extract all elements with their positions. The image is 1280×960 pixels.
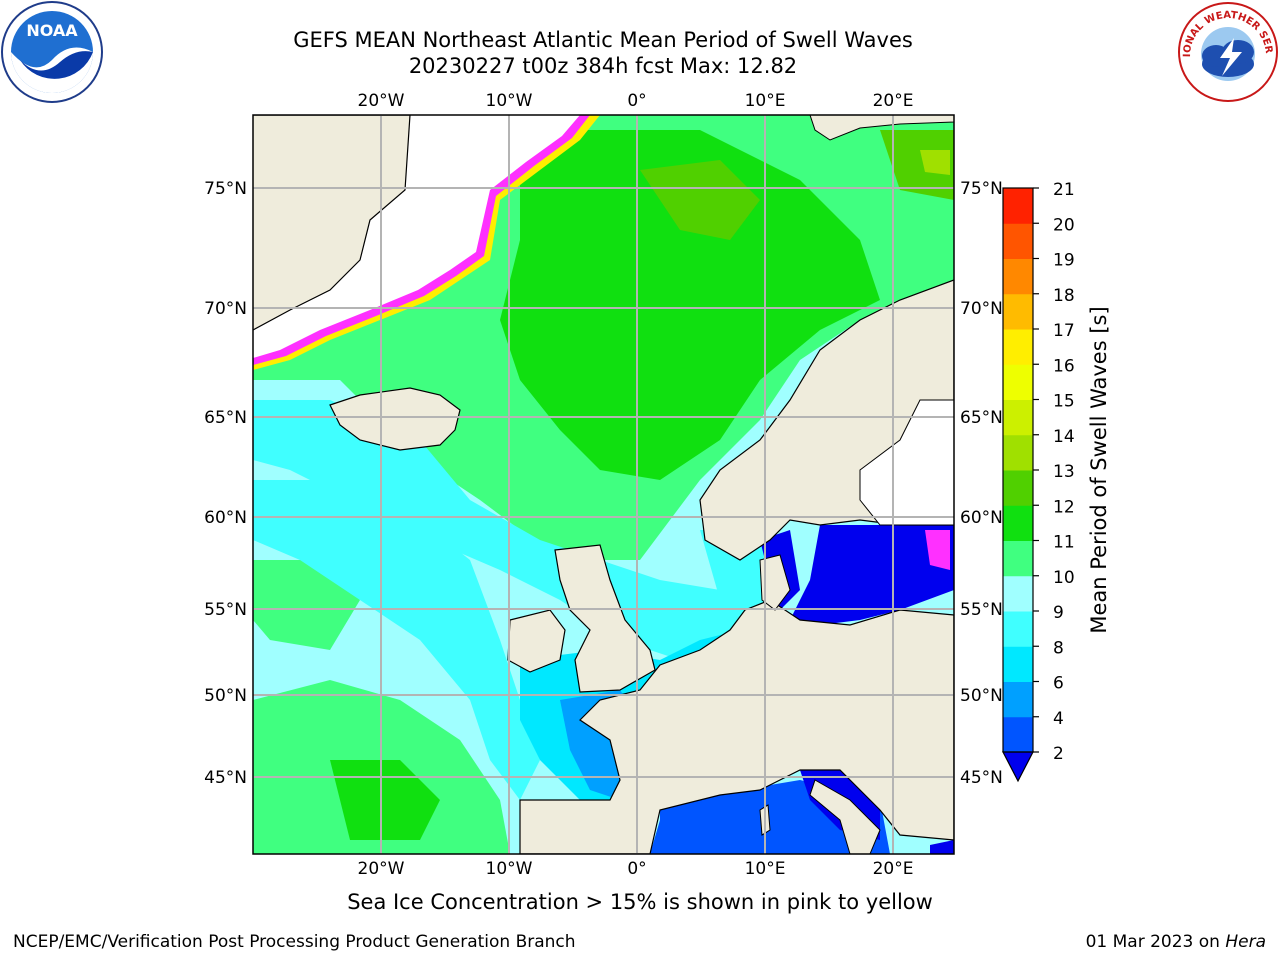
colorbar-swatch xyxy=(1003,223,1033,259)
map-gridlines xyxy=(253,115,954,854)
colorbar-tick-label: 18 xyxy=(1053,286,1075,306)
lat-label: 75°N xyxy=(960,179,1003,199)
lat-label: 60°N xyxy=(960,508,1003,528)
chart-title: GEFS MEAN Northeast Atlantic Mean Period… xyxy=(293,28,913,52)
colorbar-extend-triangle xyxy=(1002,751,1034,783)
run-machine: Hera xyxy=(1225,932,1266,952)
colorbar-swatch xyxy=(1003,540,1033,577)
lat-labels-right: 75°N 70°N 65°N 60°N 55°N 50°N 45°N xyxy=(960,179,1003,788)
colorbar: 2 4 6 8 9 10 11 12 13 14 15 16 17 18 19 20 21 Mean Perio… xyxy=(1002,180,1111,783)
lat-label: 75°N xyxy=(204,179,247,199)
colorbar-tick-label: 11 xyxy=(1053,533,1075,553)
colorbar-swatch xyxy=(1003,575,1033,612)
colorbar-swatch xyxy=(1003,716,1033,753)
colorbar-tick-label: 10 xyxy=(1053,568,1075,588)
colorbar-tick-label: 15 xyxy=(1053,392,1075,412)
lat-label: 45°N xyxy=(960,768,1003,788)
colorbar-tick-label: 6 xyxy=(1053,674,1064,694)
colorbar-swatch xyxy=(1003,681,1033,718)
colorbar-tick-label: 2 xyxy=(1053,744,1064,764)
lat-labels-left: 75°N 70°N 65°N 60°N 55°N 50°N 45°N xyxy=(204,179,247,788)
colorbar-swatch xyxy=(1003,364,1033,400)
colorbar-swatch xyxy=(1003,258,1033,295)
colorbar-tick-label: 14 xyxy=(1053,427,1075,447)
lon-label: 10°E xyxy=(745,859,786,879)
run-date: 01 Mar 2023 on Hera xyxy=(1086,932,1266,952)
lat-label: 65°N xyxy=(960,408,1003,428)
colorbar-swatch xyxy=(1003,329,1033,365)
colorbar-swatch xyxy=(1003,505,1033,541)
colorbar-swatch xyxy=(1003,399,1033,436)
noaa-logo-text: NOAA xyxy=(26,21,78,40)
lat-label: 65°N xyxy=(204,408,247,428)
colorbar-tick-label: 21 xyxy=(1053,180,1075,200)
colorbar-swatch xyxy=(1003,293,1033,330)
lon-label: 20°E xyxy=(873,859,914,879)
colorbar-swatch xyxy=(1003,188,1033,224)
lat-label: 70°N xyxy=(204,299,247,319)
lon-labels-bottom: 20°W 10°W 0° 10°E 20°E xyxy=(358,859,914,879)
colorbar-tick-label: 4 xyxy=(1053,709,1064,729)
colorbar-tick-label: 13 xyxy=(1053,462,1075,482)
lon-label: 0° xyxy=(627,91,646,111)
lat-label: 70°N xyxy=(960,299,1003,319)
sea-ice-caption: Sea Ice Concentration > 15% is shown in … xyxy=(347,890,933,914)
colorbar-swatch xyxy=(1003,470,1033,506)
chart-subtitle: 20230227 t00z 384h fcst Max: 12.82 xyxy=(408,54,798,78)
colorbar-tick-label: 20 xyxy=(1053,215,1075,235)
noaa-logo: NOAA xyxy=(1,1,103,103)
colorbar-label: Mean Period of Swell Waves [s] xyxy=(1087,306,1111,633)
lon-label: 10°W xyxy=(486,859,533,879)
lat-label: 60°N xyxy=(204,508,247,528)
lat-label: 55°N xyxy=(960,600,1003,620)
map-area xyxy=(253,115,954,854)
lat-label: 50°N xyxy=(960,686,1003,706)
lon-label: 10°E xyxy=(745,91,786,111)
colorbar-swatch xyxy=(1003,611,1033,647)
colorbar-tick-label: 17 xyxy=(1053,321,1075,341)
colorbar-tick-label: 8 xyxy=(1053,638,1064,658)
lon-label: 20°W xyxy=(358,859,405,879)
colorbar-swatch xyxy=(1003,646,1033,682)
nws-logo: NATIONAL WEATHER SERVICE xyxy=(1176,0,1278,102)
lon-labels-top: 20°W 10°W 0° 10°E 20°E xyxy=(358,91,914,111)
lon-label: 20°W xyxy=(358,91,405,111)
credit-text: NCEP/EMC/Verification Post Processing Pr… xyxy=(13,932,576,952)
lon-label: 20°E xyxy=(873,91,914,111)
colorbar-ticks: 2 4 6 8 9 10 11 12 13 14 15 16 17 18 19 20 21 xyxy=(1033,180,1075,764)
colorbar-swatches xyxy=(1003,188,1033,753)
lat-label: 45°N xyxy=(204,768,247,788)
colorbar-swatch xyxy=(1003,434,1033,471)
lon-label: 10°W xyxy=(486,91,533,111)
lat-label: 55°N xyxy=(204,600,247,620)
map-frame xyxy=(252,114,955,855)
run-date-text: 01 Mar 2023 on xyxy=(1085,932,1226,952)
colorbar-tick-label: 12 xyxy=(1053,497,1075,517)
colorbar-tick-label: 9 xyxy=(1053,603,1064,623)
lat-label: 50°N xyxy=(204,686,247,706)
colorbar-tick-label: 16 xyxy=(1053,356,1075,376)
lon-label: 0° xyxy=(627,859,646,879)
colorbar-tick-label: 19 xyxy=(1053,251,1075,271)
